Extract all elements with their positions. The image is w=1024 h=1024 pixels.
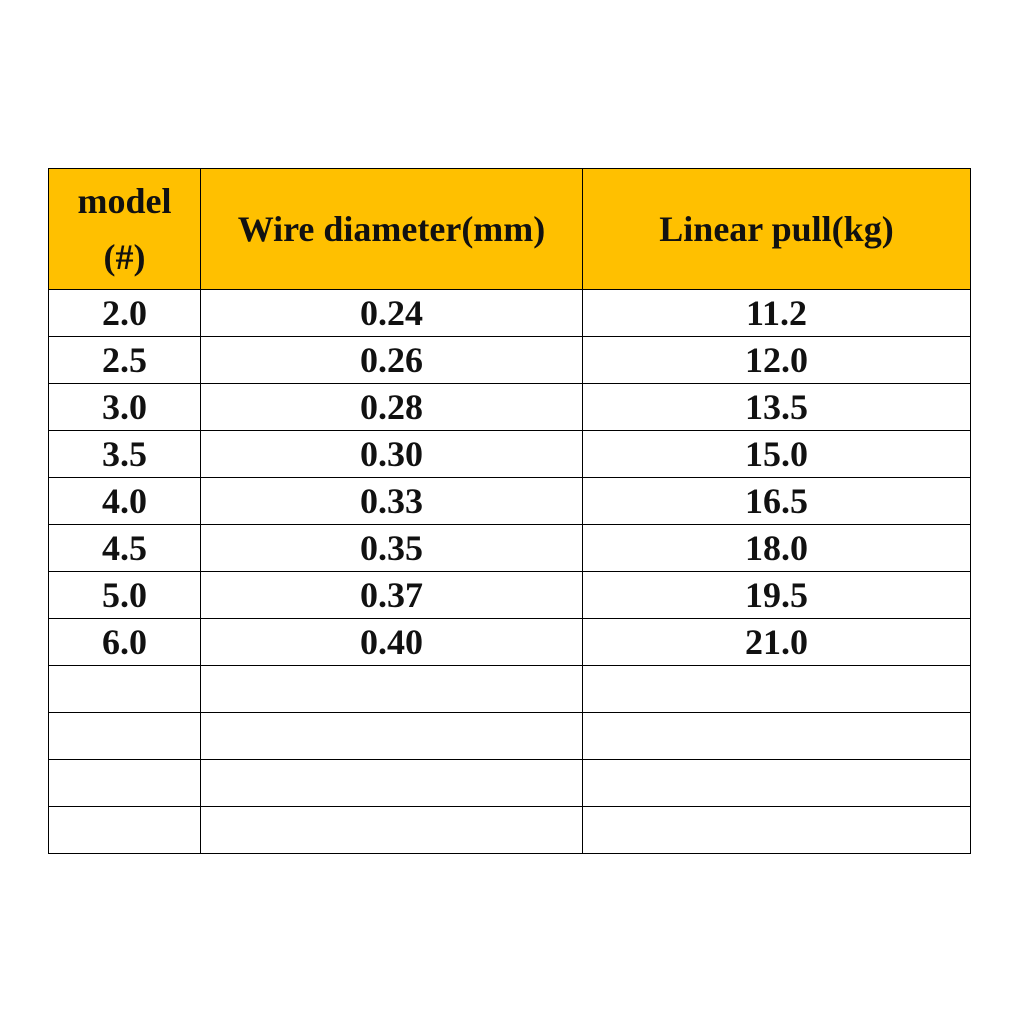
header-cell: Wire diameter(mm) (200, 168, 583, 290)
empty-cell (582, 665, 971, 713)
table-cell: 0.24 (200, 289, 583, 337)
table-cell: 0.35 (200, 524, 583, 572)
table-cell: 16.5 (582, 477, 971, 525)
empty-cell (48, 806, 201, 854)
empty-cell (200, 759, 583, 807)
table-cell: 6.0 (48, 618, 201, 666)
table-row: 3.0 0.28 13.5 (48, 383, 971, 431)
empty-row (48, 759, 971, 807)
header-text: Wire diameter(mm) (237, 209, 546, 249)
table-row: 4.5 0.35 18.0 (48, 524, 971, 572)
table-cell: 0.40 (200, 618, 583, 666)
table-cell: 2.5 (48, 336, 201, 384)
table-row: 5.0 0.37 19.5 (48, 571, 971, 619)
table-row: 3.5 0.30 15.0 (48, 430, 971, 478)
table-cell: 3.5 (48, 430, 201, 478)
table-cell: 18.0 (582, 524, 971, 572)
table-body: 2.0 0.24 11.2 2.5 0.26 12.0 3.0 0.28 13.5 3.5 0.30… (48, 289, 971, 854)
empty-cell (582, 712, 971, 760)
table-cell: 13.5 (582, 383, 971, 431)
table-row: 2.5 0.26 12.0 (48, 336, 971, 384)
table-cell: 19.5 (582, 571, 971, 619)
table-cell: 15.0 (582, 430, 971, 478)
table-cell: 0.26 (200, 336, 583, 384)
table-cell: 0.28 (200, 383, 583, 431)
header-text: Linear pull(kg) (659, 209, 894, 249)
table-header: model (#) Wire diameter(mm) Linear pull(… (48, 168, 971, 290)
table-cell: 2.0 (48, 289, 201, 337)
table-row: 2.0 0.24 11.2 (48, 289, 971, 337)
empty-cell (48, 712, 201, 760)
table-row: 6.0 0.40 21.0 (48, 618, 971, 666)
empty-cell (200, 665, 583, 713)
empty-cell (582, 806, 971, 854)
table-cell: 4.0 (48, 477, 201, 525)
header-row: model (#) Wire diameter(mm) Linear pull(… (48, 168, 971, 290)
empty-cell (200, 712, 583, 760)
empty-cell (200, 806, 583, 854)
table-cell: 0.30 (200, 430, 583, 478)
table-cell: 12.0 (582, 336, 971, 384)
empty-cell (582, 759, 971, 807)
header-cell: model (#) (48, 168, 201, 290)
empty-row (48, 712, 971, 760)
table-cell: 0.37 (200, 571, 583, 619)
header-cell: Linear pull(kg) (582, 168, 971, 290)
table-cell: 21.0 (582, 618, 971, 666)
empty-cell (48, 665, 201, 713)
table-cell: 3.0 (48, 383, 201, 431)
table-cell: 11.2 (582, 289, 971, 337)
table-cell: 0.33 (200, 477, 583, 525)
table-cell: 5.0 (48, 571, 201, 619)
empty-cell (48, 759, 201, 807)
table-cell: 4.5 (48, 524, 201, 572)
header-text: model (#) (77, 181, 172, 277)
table-row: 4.0 0.33 16.5 (48, 477, 971, 525)
empty-row (48, 806, 971, 854)
empty-row (48, 665, 971, 713)
spec-table: model (#) Wire diameter(mm) Linear pull(… (48, 168, 971, 854)
